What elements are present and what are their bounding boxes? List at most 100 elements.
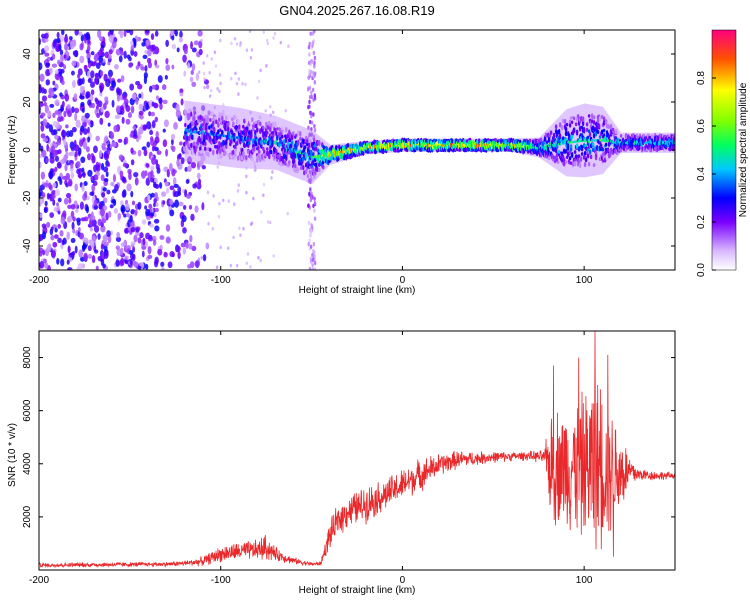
band-center (545, 145, 547, 148)
noise-cell (244, 82, 247, 87)
band-cell (592, 163, 596, 167)
noise-cell (132, 246, 136, 253)
noise-cell (137, 237, 142, 244)
noise-cell (162, 99, 168, 105)
noise-cell (153, 198, 157, 204)
noise-cell (51, 63, 58, 68)
band-cell (274, 127, 277, 133)
noise-cell (70, 210, 75, 219)
noise-cell (99, 36, 104, 42)
noise-cell (57, 149, 62, 155)
band-cell (251, 157, 254, 162)
streak-cell (309, 233, 312, 238)
noise-cell (194, 260, 200, 268)
band-center (302, 152, 304, 155)
band-cell (447, 147, 451, 153)
band-cell (245, 155, 248, 161)
noise-cell (156, 95, 159, 101)
band-cell (267, 125, 270, 130)
noise-cell (56, 31, 60, 39)
band-cell (266, 131, 269, 135)
band-cell (292, 152, 295, 158)
noise-cell (196, 172, 201, 180)
noise-cell (249, 55, 253, 60)
band-cell (212, 149, 215, 156)
band-center (259, 139, 261, 142)
noise-cell (146, 121, 152, 130)
noise-cell (126, 183, 132, 192)
noise-cell (141, 219, 147, 225)
noise-cell (169, 185, 175, 191)
noise-cell (130, 190, 134, 198)
band-cell (266, 147, 269, 151)
band-cell (238, 124, 241, 129)
band-center (569, 141, 571, 144)
noise-cell (147, 245, 152, 255)
band-cell (299, 131, 302, 137)
noise-cell (145, 163, 150, 168)
spectrogram-xlabel: Height of straight line (km) (299, 285, 416, 296)
band-cell (190, 112, 193, 117)
band-center (459, 144, 461, 147)
noise-cell (215, 265, 219, 270)
band-cell (193, 116, 196, 121)
band-center (234, 136, 236, 139)
band-cell (569, 147, 573, 152)
noise-cell (77, 68, 83, 76)
band-cell (643, 137, 647, 143)
noise-cell (67, 110, 72, 118)
noise-cell (141, 146, 147, 151)
noise-cell (138, 93, 142, 99)
band-center (561, 142, 563, 145)
streak-cell (312, 242, 316, 247)
noise-cell (266, 220, 270, 224)
noise-cell (145, 232, 151, 240)
noise-cell (90, 215, 96, 221)
streak-cell (309, 187, 312, 192)
band-center (266, 140, 268, 143)
band-cell (334, 145, 338, 151)
noise-cell (197, 30, 203, 37)
band-center (235, 136, 237, 139)
noise-cell (89, 191, 95, 196)
noise-cell (177, 251, 181, 260)
band-cell (528, 138, 532, 143)
noise-cell (114, 64, 119, 70)
band-cell (195, 127, 198, 131)
band-cell (582, 126, 586, 134)
noise-cell (233, 202, 236, 206)
noise-cell (186, 193, 191, 199)
noise-cell (65, 130, 71, 138)
band-cell (297, 167, 300, 172)
noise-cell (162, 84, 167, 91)
band-cell (302, 138, 305, 145)
band-cell (249, 116, 252, 123)
streak-cell (309, 244, 313, 249)
noise-cell (106, 230, 111, 238)
band-cell (579, 115, 583, 122)
band-center (245, 137, 247, 141)
noise-cell (85, 32, 91, 41)
noise-cell (165, 39, 169, 48)
noise-cell (113, 207, 118, 214)
band-cell (184, 109, 187, 115)
noise-cell (107, 122, 111, 127)
noise-cell (132, 125, 136, 130)
noise-cell (75, 150, 79, 157)
noise-cell (71, 106, 75, 113)
noise-cell (39, 200, 43, 205)
noise-cell (58, 44, 62, 51)
noise-cell (98, 201, 103, 210)
noise-cell (93, 145, 98, 154)
noise-cell (139, 232, 144, 239)
streak-cell (313, 55, 317, 61)
noise-cell (83, 216, 89, 222)
band-center (195, 131, 197, 134)
noise-cell (66, 259, 70, 265)
band-cell (222, 112, 225, 117)
noise-cell (169, 250, 175, 258)
noise-cell (150, 165, 155, 171)
noise-cell (189, 234, 193, 243)
noise-cell (70, 203, 76, 210)
noise-cell (202, 71, 206, 76)
